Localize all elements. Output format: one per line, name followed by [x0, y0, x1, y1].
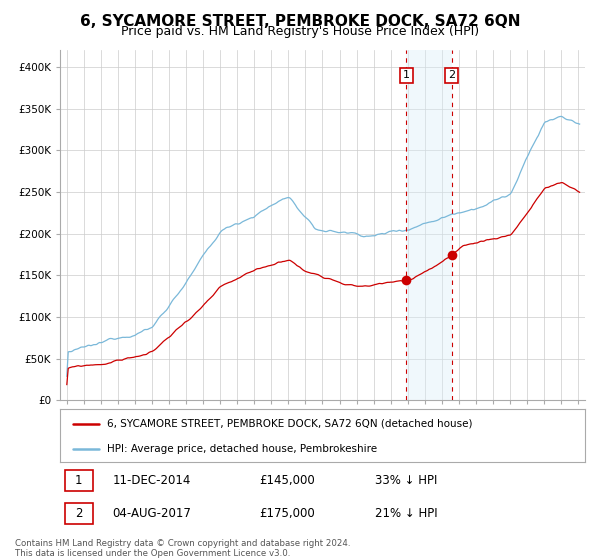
- Text: 11-DEC-2014: 11-DEC-2014: [113, 474, 191, 487]
- Bar: [406, 50, 452, 400]
- Text: 21% ↓ HPI: 21% ↓ HPI: [375, 507, 437, 520]
- Text: 6, SYCAMORE STREET, PEMBROKE DOCK, SA72 6QN (detached house): 6, SYCAMORE STREET, PEMBROKE DOCK, SA72 …: [107, 419, 473, 429]
- FancyBboxPatch shape: [65, 503, 92, 524]
- Text: 2: 2: [75, 507, 83, 520]
- Text: 33% ↓ HPI: 33% ↓ HPI: [375, 474, 437, 487]
- Text: Price paid vs. HM Land Registry's House Price Index (HPI): Price paid vs. HM Land Registry's House …: [121, 25, 479, 38]
- Text: Contains HM Land Registry data © Crown copyright and database right 2024.
This d: Contains HM Land Registry data © Crown c…: [15, 539, 350, 558]
- Text: 1: 1: [75, 474, 83, 487]
- Text: 1: 1: [403, 71, 410, 81]
- Text: 04-AUG-2017: 04-AUG-2017: [113, 507, 191, 520]
- FancyBboxPatch shape: [65, 470, 92, 491]
- Text: 2: 2: [448, 71, 455, 81]
- Text: £175,000: £175,000: [260, 507, 315, 520]
- Text: £145,000: £145,000: [260, 474, 315, 487]
- Text: 6, SYCAMORE STREET, PEMBROKE DOCK, SA72 6QN: 6, SYCAMORE STREET, PEMBROKE DOCK, SA72 …: [80, 14, 520, 29]
- Text: HPI: Average price, detached house, Pembrokeshire: HPI: Average price, detached house, Pemb…: [107, 444, 377, 454]
